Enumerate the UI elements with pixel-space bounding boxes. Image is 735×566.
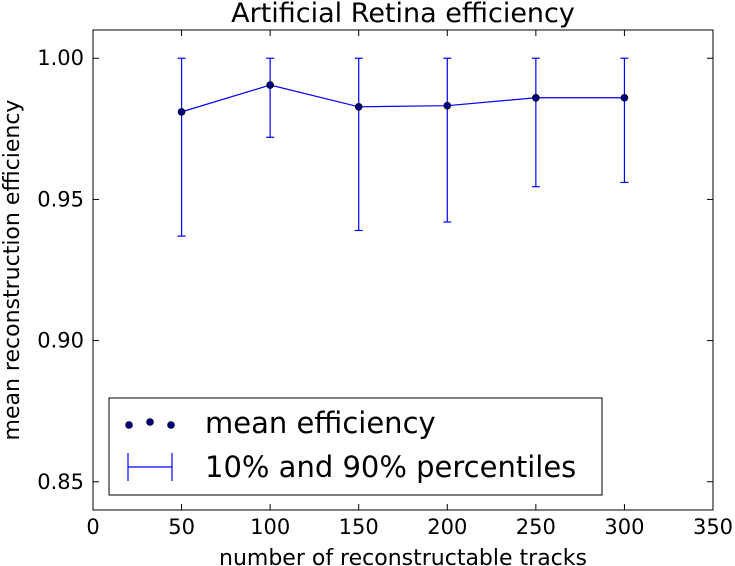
x-tick-label: 100 [250, 515, 290, 539]
y-tick-label: 0.85 [37, 470, 84, 494]
legend-label-percentiles: 10% and 90% percentiles [205, 450, 576, 484]
legend: mean efficiency 10% and 90% percentiles [108, 397, 603, 496]
legend-box [108, 397, 603, 496]
data-point [532, 93, 540, 102]
x-tick-label: 0 [86, 515, 99, 539]
axis-ticks: 0 50 100 150 200 250 300 350 0.85 0.90 0.95 1.00 [37, 30, 733, 539]
x-axis-label: number of reconstructable tracks [219, 546, 587, 566]
chart-title: Artificial Retina efficiency [231, 0, 575, 29]
legend-marker [125, 421, 133, 429]
legend-marker [146, 418, 154, 426]
legend-label-mean-efficiency: mean efficiency [205, 406, 436, 440]
data-point [266, 81, 274, 89]
legend-marker [167, 421, 175, 429]
data-point [443, 101, 452, 110]
plot-marks [177, 57, 629, 237]
y-tick-label: 1.00 [37, 46, 84, 70]
plot-frame [92, 29, 714, 511]
y-axis-label: mean reconstruction efficiency [0, 100, 25, 441]
legend-key-percentiles [127, 453, 173, 481]
x-tick-label: 150 [339, 515, 379, 539]
data-point [620, 93, 629, 102]
legend-key-mean-efficiency [125, 418, 175, 429]
y-tick-label: 0.90 [37, 329, 84, 353]
y-tick-label: 0.95 [37, 187, 84, 211]
data-point [177, 108, 186, 116]
x-tick-label: 200 [427, 515, 467, 539]
series-line [181, 84, 625, 113]
data-point [354, 103, 363, 111]
x-tick-label: 300 [604, 515, 644, 539]
x-tick-label: 250 [516, 515, 556, 539]
x-tick-label: 350 [693, 515, 733, 539]
x-tick-label: 50 [168, 515, 195, 539]
